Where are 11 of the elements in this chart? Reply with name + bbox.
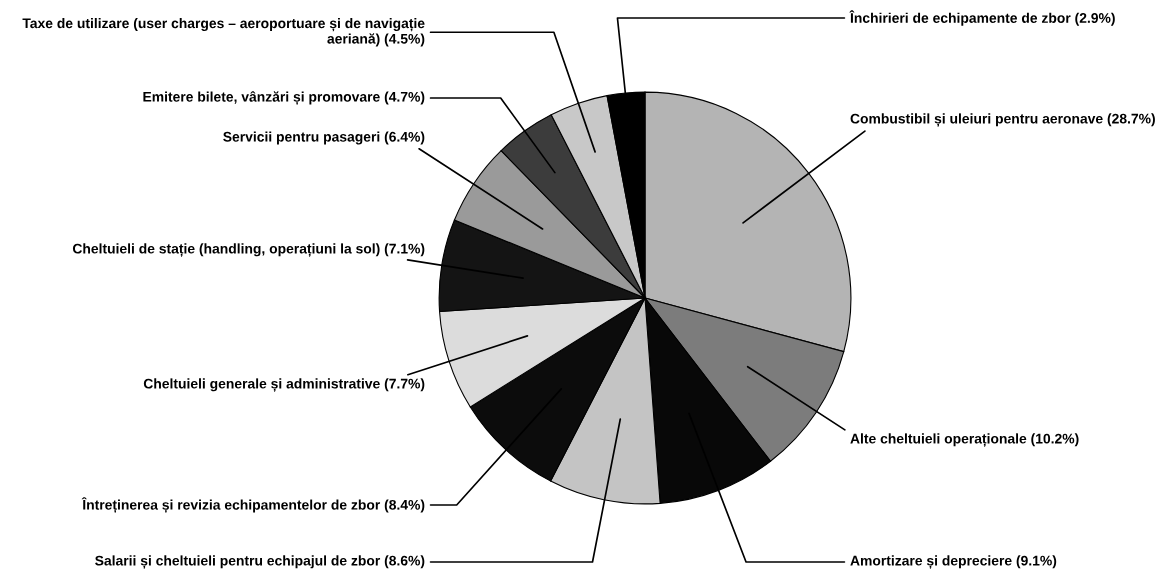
slice-label: Combustibil și uleiuri pentru aeronave (28.7%) <box>850 113 1155 127</box>
slice-label: Taxe de utilizare (user charges – aeroportuare și de navigație aeriană) (4.5%) <box>22 18 425 47</box>
slice-label: Alte cheltuieli operaționale (10.2%) <box>850 433 1079 447</box>
slice-label: Salarii și cheltuieli pentru echipajul de zbor (8.6%) <box>95 555 425 569</box>
slice-label: Servicii pentru pasageri (6.4%) <box>223 131 425 145</box>
slice-label: Cheltuieli de stație (handling, operațiuni la sol) (7.1%) <box>72 243 425 257</box>
slice-label: Închirieri de echipamente de zbor (2.9%) <box>849 10 1115 26</box>
slice-label: Cheltuieli generale și administrative (7.7%) <box>143 378 425 392</box>
slice-label: Emitere bilete, vânzări și promovare (4.7%) <box>143 91 425 105</box>
slice-label: Amortizare și depreciere (9.1%) <box>850 555 1057 569</box>
slice-label: Întreținerea și revizia echipamentelor de zbor (8.4%) <box>81 497 425 513</box>
